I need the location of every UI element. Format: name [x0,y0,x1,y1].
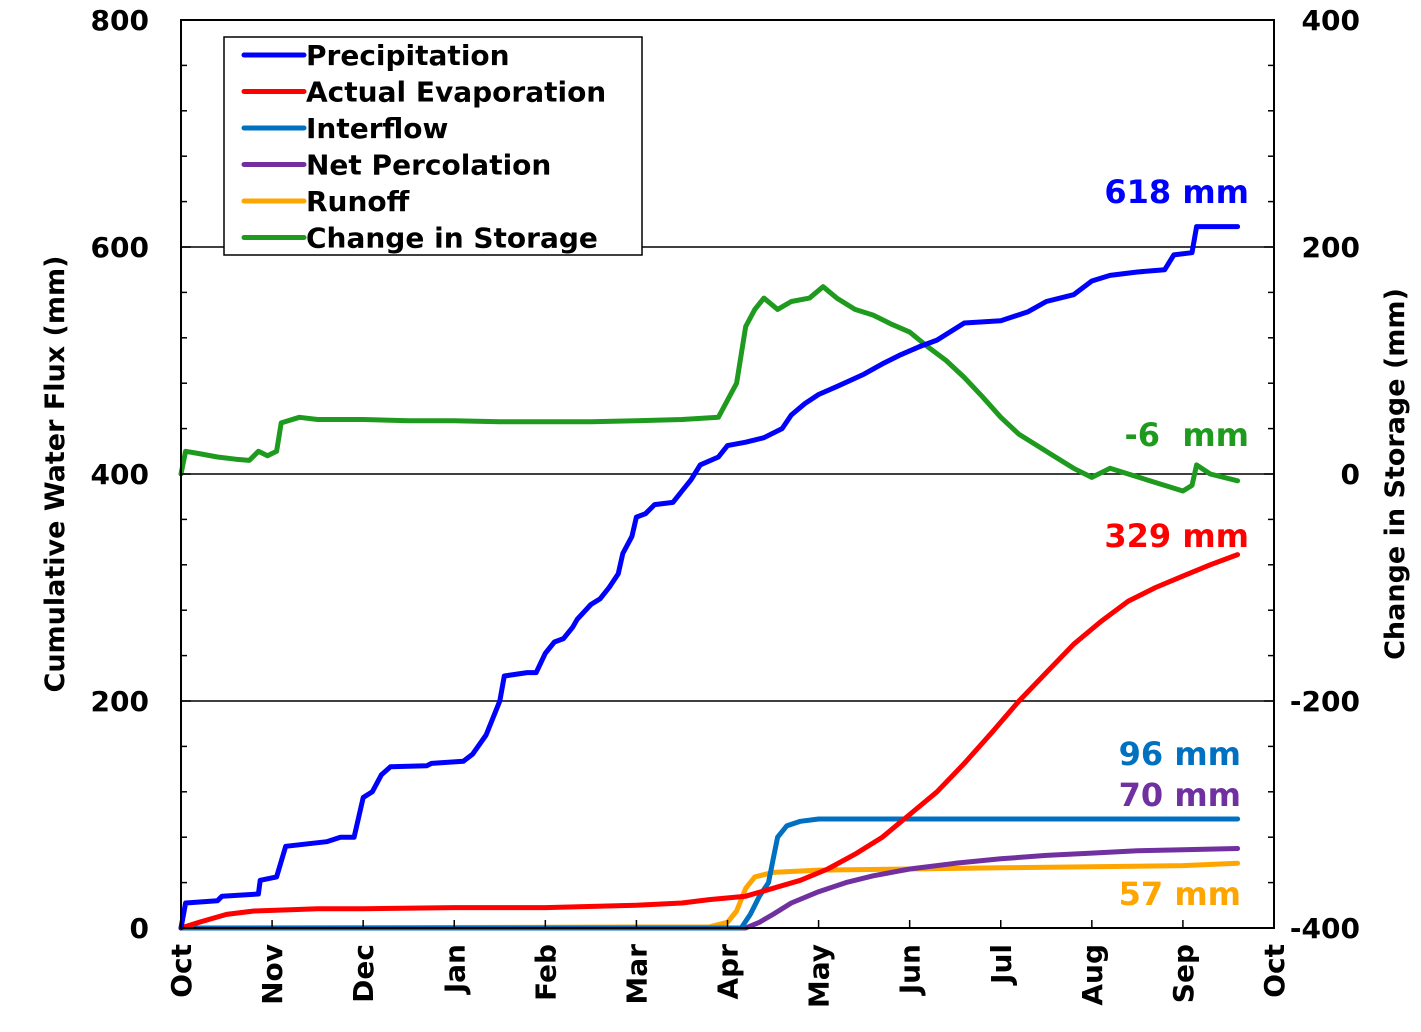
legend-label-precipitation: Precipitation [306,39,510,72]
legend-item-interflow: Interflow [241,112,448,145]
series-line-net-percolation [178,846,1241,931]
legend-label-net-percolation: Net Percolation [306,149,551,182]
y-tick-label: 400 [91,458,149,491]
x-tick-label: Dec [347,944,380,1003]
axis-ticks [180,19,1275,929]
end-label-precipitation: 618 mm [1104,173,1249,211]
x-tick-label: Jan [438,944,471,995]
x-tick-label: Aug [1076,944,1109,1006]
x-tick-label: Apr [712,944,745,1000]
legend-box [223,36,643,256]
series-line-interflow [178,816,1241,931]
x-tick-label: Jun [894,944,927,996]
x-tick-label: May [803,944,836,1008]
y2-tick-label: -200 [1290,685,1360,718]
legend-label-actual-evaporation: Actual Evaporation [306,76,606,109]
y-tick-label: 800 [91,4,149,37]
x-tick-label: Oct [165,944,198,998]
end-label-change-in-storage: -6 mm [1124,416,1249,454]
y-axis-label: Cumulative Water Flux (mm) [40,256,71,693]
tick-labels: 0 200 400 600 800 -400 -200 0 200 400 Oct Nov Dec Jan… [91,4,1360,1008]
series-line-actual-evaporation [178,552,1241,931]
x-tick-label: Mar [620,944,653,1005]
legend-label-change-in-storage: Change in Storage [306,222,598,255]
end-label-actual-evaporation: 329 mm [1104,517,1249,555]
end-label-runoff: 57 mm [1119,875,1241,913]
y2-tick-label: -400 [1290,912,1360,945]
legend-item-actual-evaporation: Actual Evaporation [241,76,606,109]
y-tick-label: 200 [91,685,149,718]
y2-tick-label: 400 [1302,4,1360,37]
y2-tick-label: 0 [1341,458,1360,491]
x-tick-label: Nov [256,944,289,1005]
legend-label-interflow: Interflow [306,112,448,145]
series-line-precipitation [178,224,1241,931]
legend-label-runoff: Runoff [306,185,410,218]
x-tick-label: Oct [1258,944,1291,998]
y2-tick-label: 200 [1302,231,1360,264]
x-tick-label: Feb [529,944,562,1001]
legend-item-change-in-storage: Change in Storage [241,222,598,255]
legend-item-net-percolation: Net Percolation [241,149,551,182]
x-tick-label: Sep [1167,944,1200,1003]
y-tick-label: 600 [91,231,149,264]
end-label-net-percolation: 70 mm [1119,776,1241,814]
y2-axis-label: Change in Storage (mm) [1380,288,1411,660]
x-tick-label: Jul [985,944,1018,986]
legend-item-runoff: Runoff [241,185,410,218]
y-tick-label: 0 [130,912,149,945]
legend: Precipitation Actual EvaporationInterflow… [223,36,643,256]
legend-items: Precipitation Actual EvaporationInterflow… [241,39,606,255]
end-label-interflow: 96 mm [1119,735,1241,773]
legend-item-precipitation: Precipitation [241,39,510,72]
series-layer [178,224,1241,931]
series-line-change-in-storage [178,284,1241,494]
